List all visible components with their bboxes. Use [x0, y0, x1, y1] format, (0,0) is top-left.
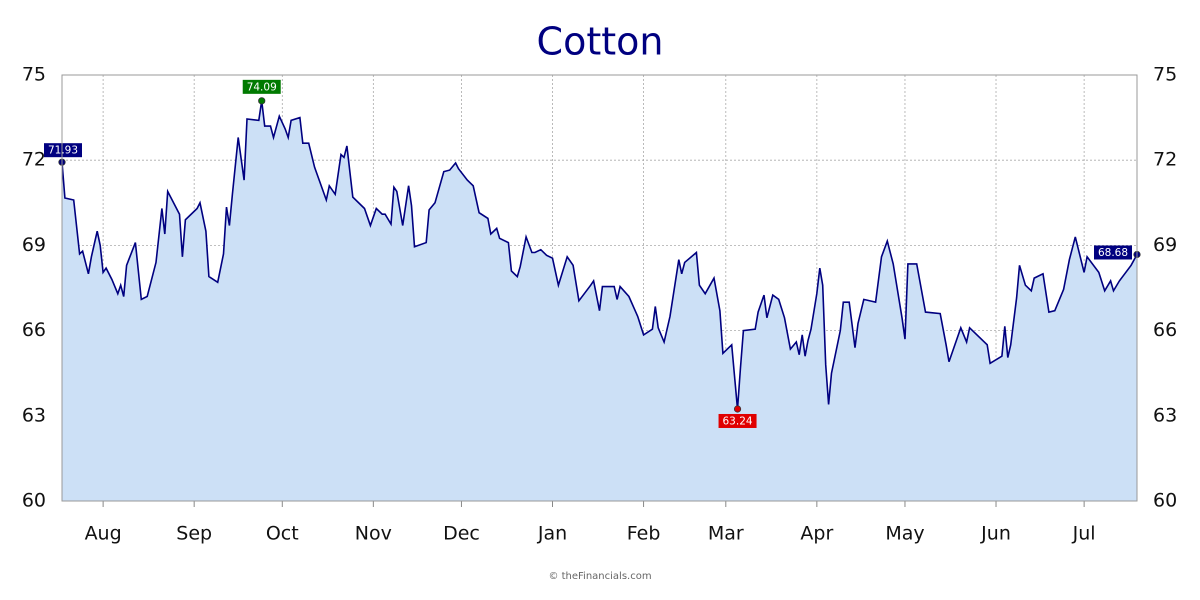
highlight-point: [258, 97, 266, 105]
x-tick-label: May: [885, 523, 924, 545]
x-tick-label: Oct: [266, 523, 299, 545]
x-tick-label: Mar: [708, 523, 744, 545]
x-tick-label: Aug: [85, 523, 122, 545]
area: [62, 100, 1137, 502]
y-tick-label: 66: [22, 319, 46, 341]
value-label: 68.68: [1098, 247, 1128, 259]
chart-title: Cotton: [537, 20, 664, 64]
x-tick-label: Sep: [176, 523, 212, 545]
y2-tick-label: 75: [1153, 64, 1177, 86]
value-label-box: [718, 413, 757, 428]
y2-tick-label: 66: [1153, 319, 1177, 341]
line: [61, 100, 1138, 410]
y2-tick-label: 69: [1153, 234, 1177, 256]
y-tick-label: 69: [22, 234, 46, 256]
x-tick-label: Jul: [1072, 523, 1096, 545]
y-tick-label: 63: [22, 404, 46, 426]
plot-frame: [61, 74, 1138, 502]
value-label: 74.09: [247, 81, 277, 93]
y2-tick-label: 60: [1153, 490, 1177, 512]
y-tick-label: 60: [22, 490, 46, 512]
y-tick-label: 75: [22, 64, 46, 86]
x-tick-label: Dec: [443, 523, 480, 545]
x-tick-label: Nov: [355, 523, 392, 545]
x-tick-label: Apr: [800, 523, 833, 545]
y-tick-label: 72: [22, 149, 46, 171]
value-label-box: [44, 143, 82, 158]
value-label-box: [242, 79, 281, 94]
credit: © theFinancials.com: [548, 571, 651, 582]
y2-tick-label: 72: [1153, 149, 1177, 171]
x-tick-label: Jun: [980, 523, 1011, 545]
x-tick-label: Feb: [627, 523, 661, 545]
highlight-point: [733, 405, 742, 413]
value-label-box: [1094, 245, 1132, 260]
y2-tick-label: 63: [1153, 404, 1177, 426]
x-tick-label: Jan: [537, 523, 567, 545]
value-label: 63.24: [723, 415, 753, 427]
value-label: 71.93: [48, 145, 78, 157]
